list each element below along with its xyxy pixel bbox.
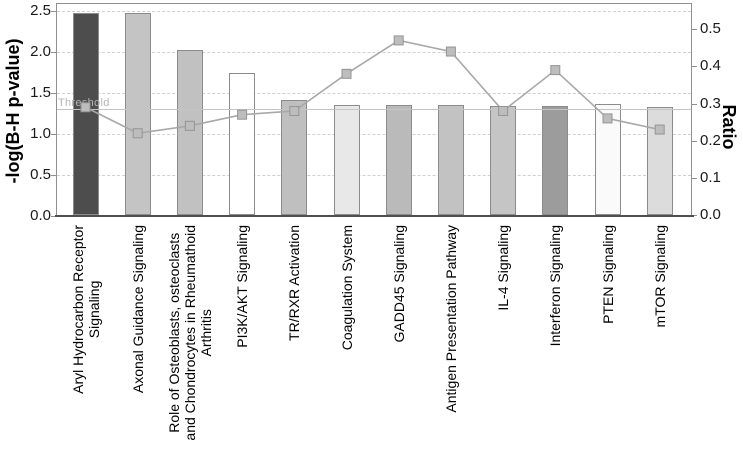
right-tick-mark <box>692 103 697 105</box>
category-label-text: PTEN Signaling <box>599 225 616 324</box>
bar-9 <box>490 106 517 215</box>
category-label-2: Axonal Guidance Signaling <box>130 225 146 465</box>
bar-10 <box>542 106 569 215</box>
gridline <box>57 134 691 135</box>
left-tick-mark <box>51 52 56 53</box>
category-label-text: Axonal Guidance Signaling <box>129 225 146 394</box>
bar-8 <box>437 105 464 215</box>
gridline <box>57 11 691 12</box>
bar-7 <box>385 105 412 215</box>
right-tick-mark <box>692 215 697 216</box>
category-label-text: PI3K/AKT Signaling <box>234 225 251 348</box>
category-label-7: GADD45 Signaling <box>391 225 407 465</box>
category-label-6: Coagulation System <box>339 225 355 465</box>
left-tick-mark <box>51 11 56 12</box>
right-tick-label: 0.3 <box>700 94 721 112</box>
gridline <box>57 175 691 176</box>
category-label-text: Coagulation System <box>338 225 355 351</box>
left-tick-label: 2.0 <box>30 43 51 60</box>
left-tick-label: 1.5 <box>30 84 51 101</box>
right-tick-label: 0.5 <box>700 20 721 38</box>
bar-12 <box>646 106 673 215</box>
category-label-9: IL-4 Signaling <box>495 225 511 465</box>
left-tick-label: 2.5 <box>30 2 51 19</box>
category-label-11: PTEN Signaling <box>600 225 616 465</box>
category-label-text: Antigen Presentation Pathway <box>442 225 459 413</box>
gridline <box>57 93 691 94</box>
category-label-3: Role of Osteoblasts, osteoclasts and Cho… <box>166 225 214 465</box>
left-tick-mark <box>51 175 56 176</box>
right-axis-title: Ratio <box>719 104 739 150</box>
category-label-text: IL-4 Signaling <box>495 225 512 311</box>
bar-11 <box>594 104 621 215</box>
category-label-10: Interferon Signaling <box>547 225 563 465</box>
left-tick-label: 0.5 <box>30 166 51 183</box>
right-tick-label: 0.4 <box>700 57 721 75</box>
category-label-12: mTOR Signaling <box>652 225 668 465</box>
category-label-5: TR/RXR Activation <box>286 225 302 465</box>
right-tick-mark <box>692 29 697 31</box>
left-tick-label: 0.0 <box>30 207 51 224</box>
bar-3 <box>176 49 203 215</box>
category-label-text: GADD45 Signaling <box>390 225 407 343</box>
right-tick-mark <box>692 140 697 142</box>
left-tick-label: 1.0 <box>30 125 51 142</box>
threshold-label: Threshold <box>58 97 110 110</box>
right-tick-label: 0.0 <box>700 206 721 223</box>
category-label-8: Antigen Presentation Pathway <box>443 225 459 465</box>
category-label-text: Role of Osteoblasts, osteoclasts and Cho… <box>165 225 214 441</box>
category-label-text: Interferon Signaling <box>547 225 564 347</box>
bar-4 <box>229 73 256 215</box>
right-tick-mark <box>692 177 697 179</box>
left-axis-title: -log(B-H p-value) <box>3 38 23 184</box>
category-label-text: TR/RXR Activation <box>286 225 303 341</box>
category-label-text: Aryl Hydrocarbon Receptor Signaling <box>69 225 102 394</box>
bar-6 <box>333 105 360 215</box>
category-label-1: Aryl Hydrocarbon Receptor Signaling <box>70 225 102 465</box>
left-tick-mark <box>51 216 56 217</box>
x-axis-spine <box>55 215 694 217</box>
left-tick-mark <box>51 134 56 135</box>
bar-1 <box>72 12 99 215</box>
right-tick-label: 0.2 <box>700 131 721 149</box>
right-tick-label: 0.1 <box>700 168 721 186</box>
right-tick-mark <box>692 66 697 68</box>
bar-2 <box>124 13 151 215</box>
gridline <box>57 52 691 53</box>
bar-5 <box>281 100 308 215</box>
category-label-text: mTOR Signaling <box>651 225 668 328</box>
left-tick-mark <box>51 93 56 94</box>
category-label-4: PI3K/AKT Signaling <box>234 225 250 465</box>
threshold-line <box>57 109 691 111</box>
